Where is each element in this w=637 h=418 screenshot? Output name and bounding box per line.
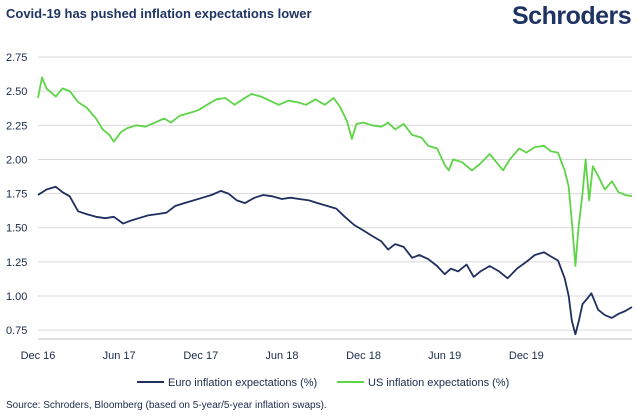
chart-title: Covid-19 has pushed inflation expectatio… (6, 6, 312, 21)
y-tick-label: 1.25 (6, 257, 27, 269)
series-lines (37, 76, 633, 336)
x-tick-label: Jun 19 (428, 350, 461, 362)
gridlines (38, 56, 632, 340)
euro-inflation-line (37, 185, 633, 336)
y-tick-label: 2.75 (6, 52, 27, 64)
y-tick-label: 2.50 (6, 86, 27, 98)
x-tick-label: Dec 19 (509, 350, 544, 362)
y-tick-label: 2.25 (6, 120, 27, 132)
y-tick-label: 1.00 (6, 291, 27, 303)
x-tick-label: Dec 18 (346, 350, 381, 362)
y-tick-label: 2.00 (6, 154, 27, 166)
schroders-logo: Schroders (512, 2, 632, 30)
legend: Euro inflation expectations (%) US infla… (137, 377, 509, 389)
x-tick-label: Dec 17 (183, 350, 218, 362)
legend-label-us: US inflation expectations (%) (368, 377, 509, 389)
y-tick-label: 1.50 (6, 223, 27, 235)
x-tick-label: Dec 16 (21, 350, 56, 362)
y-tick-label: 0.75 (6, 325, 27, 337)
x-tick-label: Jun 18 (265, 350, 298, 362)
source-note: Source: Schroders, Bloomberg (based on 5… (6, 400, 327, 411)
x-tick-label: Jun 17 (103, 350, 136, 362)
y-tick-label: 1.75 (6, 189, 27, 201)
legend-label-euro: Euro inflation expectations (%) (168, 377, 317, 389)
y-axis-tick-labels: 2.75 2.50 2.25 2.00 1.75 1.50 1.25 1.00 0.75 (6, 52, 27, 337)
x-axis-tick-labels: Dec 16 Jun 17 Dec 17 Jun 18 Dec 18 Jun 19 Dec … (21, 350, 544, 362)
us-inflation-line (37, 76, 633, 267)
